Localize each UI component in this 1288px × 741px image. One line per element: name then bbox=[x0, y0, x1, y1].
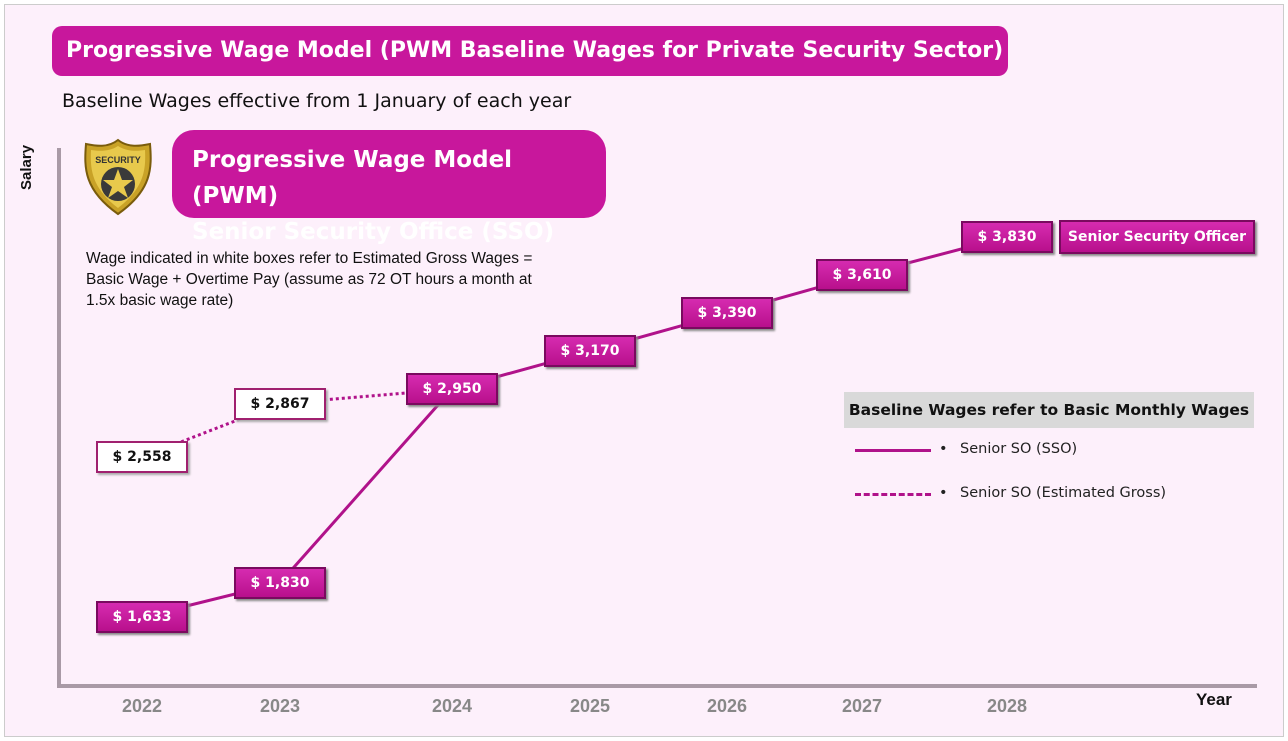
x-tick-label: 2026 bbox=[706, 696, 748, 716]
page-title: Progressive Wage Model (PWM Baseline Wag… bbox=[52, 26, 1008, 76]
chart-header: Progressive Wage Model (PWM) Senior Secu… bbox=[172, 130, 606, 245]
legend-dashed-line bbox=[855, 493, 931, 496]
security-badge-icon: SECURITY bbox=[84, 138, 152, 216]
chart-header-line1: Progressive Wage Model (PWM) bbox=[192, 147, 513, 209]
data-label-box: $ 1,830 bbox=[234, 566, 326, 599]
legend-bullet: • bbox=[939, 441, 948, 457]
data-label-box: $ 3,390 bbox=[681, 297, 773, 330]
data-label-box: $ 2,558 bbox=[96, 441, 188, 473]
legend-bullet: • bbox=[939, 485, 948, 501]
legend-label: Senior SO (SSO) bbox=[960, 441, 1078, 457]
legend-solid-line bbox=[855, 449, 931, 452]
x-axis bbox=[57, 684, 1257, 688]
chart-header-line2: Senior Security Office (SSO) bbox=[192, 219, 555, 245]
x-tick-label: 2025 bbox=[569, 696, 611, 716]
series-line-1 bbox=[141, 387, 453, 459]
x-tick-label: 2024 bbox=[431, 696, 473, 716]
role-label: Senior Security Officer bbox=[1059, 220, 1255, 254]
svg-text:SECURITY: SECURITY bbox=[95, 155, 141, 165]
y-axis bbox=[57, 148, 61, 688]
data-label-box: $ 3,170 bbox=[544, 335, 636, 368]
data-label-box: $ 3,830 bbox=[961, 221, 1053, 253]
slide-panel bbox=[4, 4, 1284, 737]
data-label-box: $ 1,633 bbox=[96, 601, 188, 633]
subtitle: Baseline Wages effective from 1 January … bbox=[62, 90, 572, 112]
x-tick-label: 2022 bbox=[121, 696, 163, 716]
data-label-box: $ 2,867 bbox=[234, 387, 326, 420]
legend-label: Senior SO (Estimated Gross) bbox=[960, 485, 1167, 501]
x-axis-label: Year bbox=[1196, 690, 1232, 709]
data-label-box: $ 3,610 bbox=[816, 259, 908, 292]
x-tick-label: 2023 bbox=[259, 696, 301, 716]
note-text: Wage indicated in white boxes refer to E… bbox=[86, 250, 533, 309]
data-label-box: $ 2,950 bbox=[406, 373, 498, 406]
x-tick-label: 2027 bbox=[841, 696, 883, 716]
legend-title: Baseline Wages refer to Basic Monthly Wa… bbox=[844, 392, 1254, 428]
x-tick-label: 2028 bbox=[986, 696, 1028, 716]
